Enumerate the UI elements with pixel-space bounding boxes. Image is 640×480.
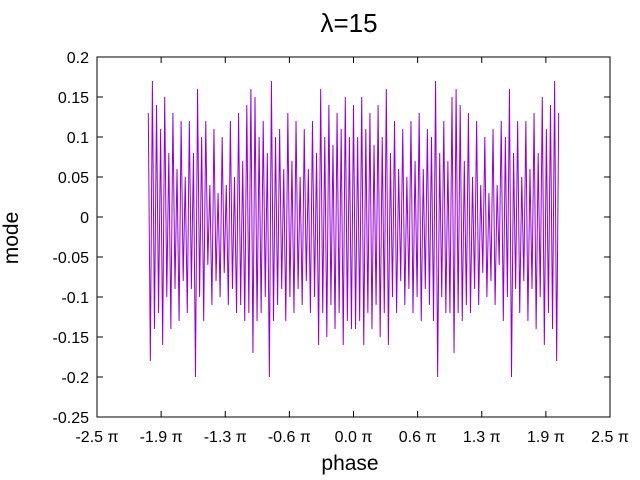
y-axis-label: mode	[0, 212, 23, 265]
series-layer	[147, 80, 560, 378]
x-tick-label: 1.3 π	[463, 429, 501, 446]
x-axis-label: phase	[321, 452, 378, 475]
y-tick-label: 0.05	[58, 170, 89, 187]
y-tick-label: 0.1	[67, 130, 89, 147]
axis-ticks: 0.2 0.15 0.1 0.05 0 -0.05 -0.1 -0.15 -0.2 -0.25 -2…	[53, 50, 629, 446]
x-tick-label: -2.5 π	[75, 429, 118, 446]
x-tick-label: 0.6 π	[399, 429, 437, 446]
y-tick-label: 0.2	[67, 50, 89, 67]
y-tick-label: -0.15	[53, 330, 90, 347]
x-tick-label: -1.9 π	[140, 429, 183, 446]
y-tick-label: -0.25	[53, 410, 90, 427]
y-tick-label: -0.2	[61, 370, 89, 387]
y-tick-label: 0.15	[58, 90, 89, 107]
chart-title: λ=15	[320, 8, 377, 38]
y-tick-label: -0.1	[61, 290, 89, 307]
x-tick-label: 1.9 π	[527, 429, 565, 446]
x-tick-label: -0.6 π	[268, 429, 311, 446]
x-tick-label: -1.3 π	[204, 429, 247, 446]
x-tick-label: 2.5 π	[591, 429, 629, 446]
y-tick-label: 0	[80, 210, 89, 227]
x-tick-label: 0.0 π	[335, 429, 373, 446]
series-line-0	[147, 80, 560, 378]
y-tick-label: -0.05	[53, 250, 90, 267]
